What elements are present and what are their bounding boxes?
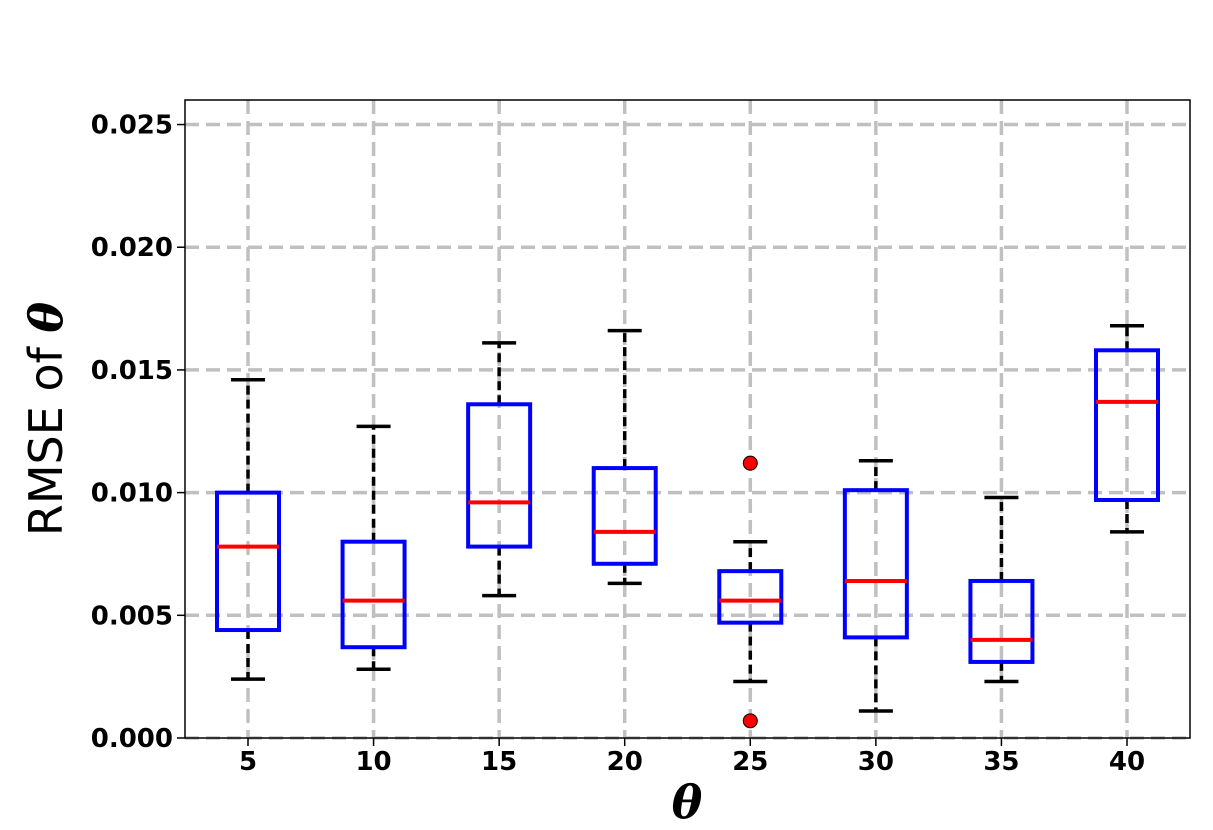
y-tick-label-0: 0.000 (91, 724, 173, 754)
x-tick-label-15: 15 (481, 747, 517, 777)
box-15 (466, 341, 533, 598)
box-iqr (466, 402, 533, 549)
grid-lines (185, 100, 1190, 740)
box-20 (591, 328, 658, 586)
y-tick-label-1: 0.005 (91, 601, 173, 631)
y-tick-label-4: 0.020 (91, 233, 173, 263)
box-iqr (340, 539, 407, 650)
x-tick-label-30: 30 (858, 747, 894, 777)
plot-area-frame (184, 99, 1191, 739)
outlier-point-1 (742, 713, 758, 729)
x-axis-ticks: 5 10 15 20 25 30 35 40 (239, 738, 1145, 777)
x-tick-label-5: 5 (239, 747, 257, 777)
y-axis-label: RMSE of θ (19, 302, 73, 537)
x-axis-label: θ (672, 775, 703, 829)
box-30 (842, 458, 909, 713)
box-5 (215, 377, 281, 681)
x-tick-label-25: 25 (732, 747, 768, 777)
outlier-point-0 (742, 455, 758, 471)
x-tick-label-40: 40 (1109, 747, 1145, 777)
y-axis-label-symbol: θ (19, 302, 73, 333)
y-axis-label-prefix: RMSE of (19, 333, 73, 537)
x-tick-label-35: 35 (983, 747, 1019, 777)
box-40 (1094, 324, 1160, 534)
y-tick-label-3: 0.015 (91, 356, 173, 386)
box-iqr (591, 466, 658, 566)
y-axis-ticks: 0.000 0.005 0.010 0.015 0.020 0.025 (91, 111, 185, 754)
box-10 (340, 424, 407, 672)
x-tick-label-10: 10 (355, 747, 391, 777)
box-iqr (717, 569, 784, 625)
y-tick-label-2: 0.010 (91, 479, 173, 509)
box-25 (717, 455, 784, 729)
x-tick-label-20: 20 (607, 747, 643, 777)
box-iqr (215, 490, 281, 633)
box-iqr (968, 578, 1035, 664)
box-series (215, 324, 1160, 729)
box-35 (968, 495, 1035, 684)
y-tick-label-5: 0.025 (91, 111, 173, 141)
box-iqr (1094, 348, 1160, 502)
box-iqr (842, 488, 909, 640)
